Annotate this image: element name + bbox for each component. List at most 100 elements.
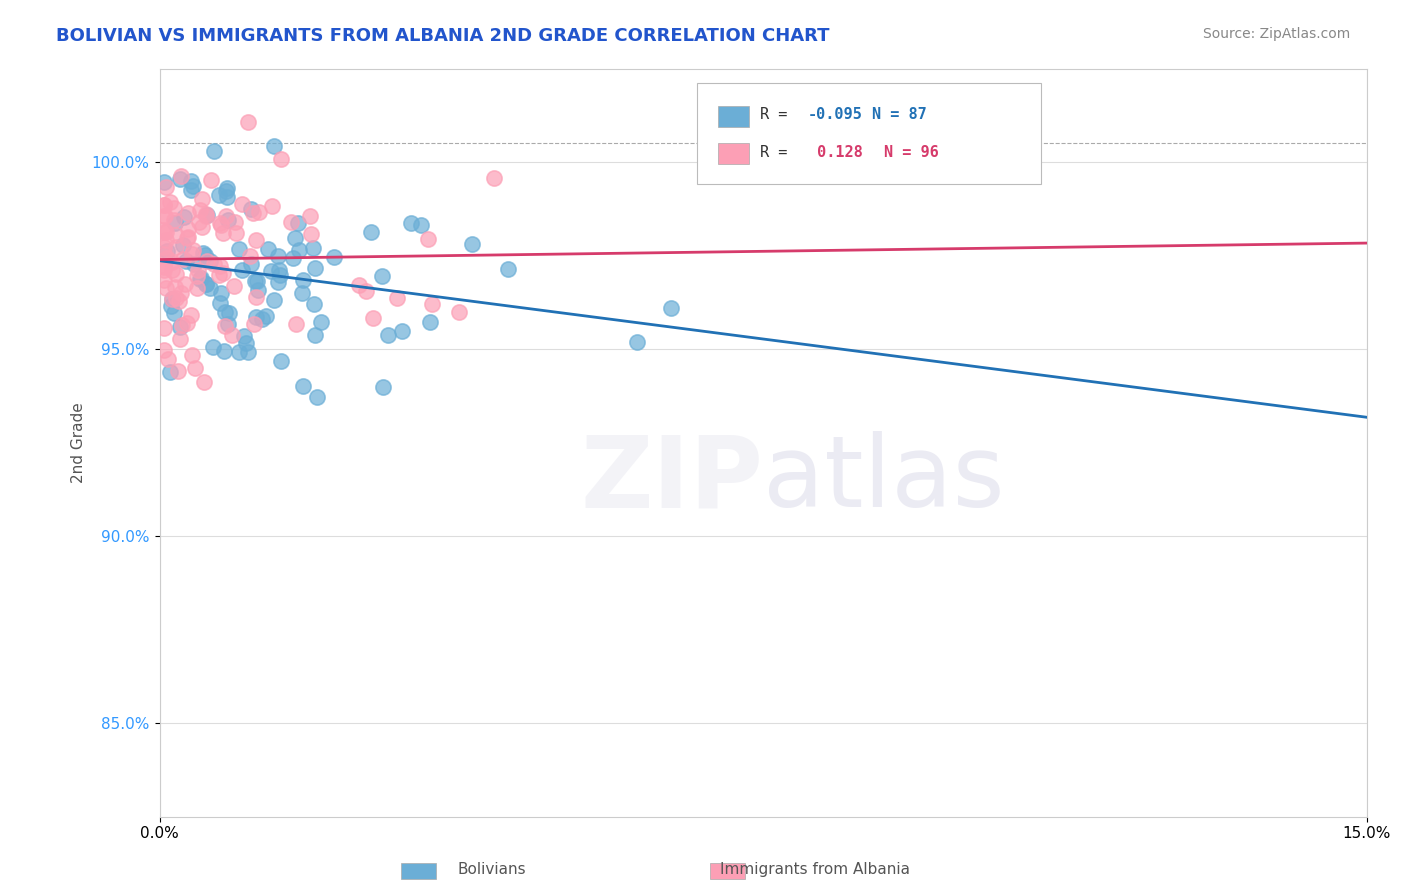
Point <box>418 232 440 246</box>
Point <box>371 268 394 283</box>
Point <box>172 237 194 252</box>
Point <box>212 266 235 280</box>
Point <box>225 226 247 240</box>
Point <box>232 328 254 343</box>
Point <box>245 233 267 247</box>
Point <box>159 194 181 209</box>
Point <box>180 308 202 322</box>
Point <box>208 216 231 230</box>
Text: Source: ZipAtlas.com: Source: ZipAtlas.com <box>1202 27 1350 41</box>
Point <box>399 216 422 230</box>
Point <box>377 328 399 343</box>
Point <box>174 253 197 268</box>
Point <box>262 199 284 213</box>
Point <box>204 257 226 271</box>
Point <box>260 264 283 278</box>
Point <box>208 295 231 310</box>
Point <box>172 318 194 332</box>
Point <box>190 192 212 206</box>
Point <box>152 198 174 212</box>
Point <box>176 231 198 245</box>
Point <box>162 201 184 215</box>
Point <box>419 315 441 329</box>
Point <box>284 318 307 332</box>
Point <box>180 247 202 261</box>
Point <box>160 255 183 269</box>
Point <box>183 257 205 271</box>
Point <box>208 188 231 202</box>
Point <box>180 174 202 188</box>
Point <box>170 286 193 301</box>
Point <box>214 304 236 318</box>
Point <box>198 281 221 295</box>
Point <box>280 215 302 229</box>
Point <box>218 305 240 319</box>
Point <box>186 268 208 283</box>
Point <box>263 293 285 308</box>
Point <box>152 260 174 275</box>
Point <box>152 225 174 239</box>
Point <box>247 205 270 219</box>
Point <box>250 311 273 326</box>
Point <box>155 281 177 295</box>
Point <box>387 292 409 306</box>
Point <box>180 183 202 197</box>
Point <box>215 190 238 204</box>
Point <box>409 218 432 232</box>
Point <box>245 310 267 325</box>
Point <box>152 343 174 358</box>
Point <box>626 334 648 349</box>
Text: N = 96: N = 96 <box>884 145 939 160</box>
Point <box>156 244 179 259</box>
Point <box>266 275 288 289</box>
Point <box>391 325 413 339</box>
Point <box>228 345 250 359</box>
Point <box>152 240 174 254</box>
Point <box>420 297 443 311</box>
Point <box>152 209 174 223</box>
Point <box>152 175 174 189</box>
Point <box>217 318 239 332</box>
Point <box>163 306 186 320</box>
Point <box>292 379 315 393</box>
Point <box>167 364 190 378</box>
Point <box>217 212 239 227</box>
Point <box>162 293 184 307</box>
Point <box>163 212 186 227</box>
Point <box>160 262 183 277</box>
Point <box>169 332 191 346</box>
Text: -0.095: -0.095 <box>808 107 863 122</box>
Point <box>482 170 505 185</box>
Point <box>449 305 471 319</box>
Point <box>181 244 204 258</box>
Point <box>172 252 194 267</box>
Point <box>236 115 259 129</box>
Point <box>190 270 212 285</box>
Point <box>195 207 218 221</box>
Point <box>156 251 179 265</box>
Point <box>152 247 174 261</box>
Point <box>195 208 218 222</box>
Point <box>243 274 266 288</box>
Point <box>190 219 212 234</box>
Point <box>160 292 183 306</box>
Point <box>284 231 307 245</box>
Point <box>194 210 217 224</box>
Point <box>281 251 304 265</box>
Point <box>186 281 208 295</box>
Point <box>155 180 177 194</box>
Point <box>215 184 238 198</box>
Point <box>496 262 519 277</box>
Point <box>155 225 177 239</box>
Point <box>209 218 232 232</box>
Point <box>254 310 277 324</box>
Point <box>228 242 250 256</box>
Point <box>155 233 177 247</box>
Point <box>202 144 225 158</box>
Point <box>152 223 174 237</box>
Point <box>181 348 204 362</box>
Point <box>231 263 253 277</box>
Point <box>209 286 232 301</box>
Point <box>298 209 321 223</box>
Point <box>215 181 238 195</box>
